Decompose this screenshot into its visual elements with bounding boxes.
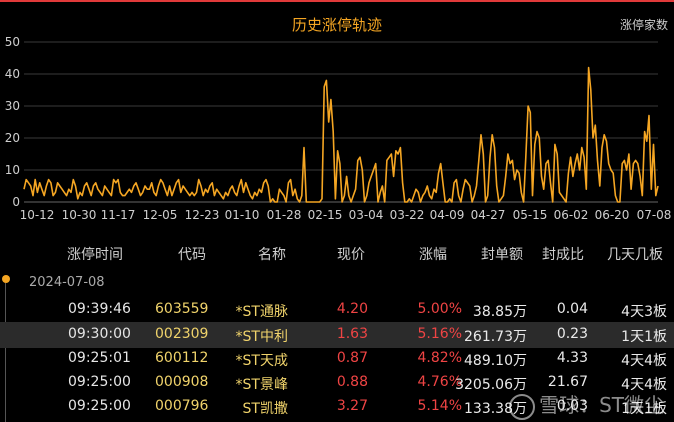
top-accent-line xyxy=(0,0,674,2)
cell-change: 5.16% xyxy=(417,326,462,342)
cell-seal-amount: 489.10万 xyxy=(464,353,527,369)
cell-price: 3.27 xyxy=(336,398,368,414)
cell-days-boards: 4天4板 xyxy=(621,377,667,393)
cell-days-boards: 1天1板 xyxy=(621,329,667,345)
cell-seal-ratio: 0.04 xyxy=(556,301,588,317)
y-tick-label: 10 xyxy=(5,163,20,177)
cell-seal-amount: 38.85万 xyxy=(472,304,527,320)
timeline-line xyxy=(5,283,6,422)
cell-change: 4.82% xyxy=(417,350,462,366)
watermark-text: 雪球：ST微尘 xyxy=(539,393,664,417)
cell-change: 4.76% xyxy=(417,374,462,390)
table-row[interactable]: 09:39:46 603559 *ST通脉 4.20 5.00% 38.85万 … xyxy=(0,297,674,323)
table-row[interactable]: 09:25:01 600112 *ST天成 0.87 4.82% 489.10万… xyxy=(0,346,674,372)
cell-time: 09:25:01 xyxy=(68,350,131,366)
cell-code: 000796 xyxy=(155,398,209,414)
cell-time: 09:25:00 xyxy=(68,398,131,414)
cell-days-boards: 4天3板 xyxy=(621,304,667,320)
chart-title: 历史涨停轨迹 xyxy=(291,16,382,34)
x-tick-label: 12-23 xyxy=(185,208,220,222)
cell-code: 600112 xyxy=(155,350,209,366)
y-tick-label: 50 xyxy=(5,35,20,49)
cell-seal-amount: 3205.06万 xyxy=(455,377,527,393)
cell-seal-ratio: 21.67 xyxy=(547,374,588,390)
cell-seal-ratio: 0.23 xyxy=(556,326,588,342)
x-tick-label: 04-27 xyxy=(471,208,506,222)
x-tick-label: 07-08 xyxy=(637,208,672,222)
cell-change: 5.14% xyxy=(417,398,462,414)
x-tick-label: 05-15 xyxy=(513,208,548,222)
y-tick-label: 30 xyxy=(5,99,20,113)
col-header-time[interactable]: 涨停时间 xyxy=(67,247,123,263)
cell-name: ST凯撒 xyxy=(242,401,288,417)
col-header-change[interactable]: 涨幅 xyxy=(419,247,447,263)
col-header-code[interactable]: 代码 xyxy=(178,247,206,263)
cell-code: 000908 xyxy=(155,374,209,390)
x-tick-label: 11-17 xyxy=(101,208,136,222)
x-tick-label: 03-22 xyxy=(390,208,425,222)
timeline-dot xyxy=(2,275,10,283)
cell-price: 4.20 xyxy=(336,301,368,317)
cell-name: *ST通脉 xyxy=(235,304,288,320)
cell-days-boards: 1天1板 xyxy=(621,401,667,417)
x-tick-label: 06-02 xyxy=(554,208,589,222)
snowball-logo-icon xyxy=(509,393,536,420)
watermark: 雪球：ST微尘 xyxy=(509,389,664,420)
x-tick-label: 02-15 xyxy=(308,208,343,222)
y-tick-label: 40 xyxy=(5,67,20,81)
cell-time: 09:39:46 xyxy=(68,301,131,317)
x-tick-label: 01-10 xyxy=(225,208,260,222)
x-tick-label: 10-30 xyxy=(62,208,97,222)
limit-up-history-chart: 0 10 20 30 40 50 10-12 10-30 11-17 12-05 12-23 01-1… xyxy=(5,35,672,222)
col-header-seal-ratio[interactable]: 封成比 xyxy=(542,247,584,263)
cell-time: 09:30:00 xyxy=(68,326,131,342)
y-tick-label: 0 xyxy=(12,195,20,209)
x-tick-label: 10-12 xyxy=(20,208,55,222)
x-tick-label: 03-04 xyxy=(349,208,384,222)
cell-name: *ST天成 xyxy=(235,353,288,369)
cell-name: *ST景峰 xyxy=(235,377,288,393)
cell-seal-amount: 261.73万 xyxy=(464,329,527,345)
table-row[interactable]: 09:30:00 002309 *ST中利 1.63 5.16% 261.73万… xyxy=(0,322,674,348)
group-date: 2024-07-08 xyxy=(29,275,105,290)
cell-seal-ratio: 4.33 xyxy=(556,350,588,366)
cell-time: 09:25:00 xyxy=(68,374,131,390)
cell-price: 0.87 xyxy=(336,350,368,366)
x-tick-label: 12-05 xyxy=(143,208,178,222)
col-header-seal-amount[interactable]: 封单额 xyxy=(481,247,523,263)
cell-name: *ST中利 xyxy=(235,329,288,345)
x-tick-label: 06-20 xyxy=(595,208,630,222)
cell-code: 002309 xyxy=(155,326,209,342)
table-row[interactable]: 09:25:00 000908 *ST景峰 0.88 4.76% 3205.06… xyxy=(0,370,674,396)
col-header-name[interactable]: 名称 xyxy=(258,247,286,263)
cell-code: 603559 xyxy=(155,301,209,317)
y-tick-label: 20 xyxy=(5,131,20,145)
limit-up-count-line xyxy=(23,66,659,203)
col-header-price[interactable]: 现价 xyxy=(337,247,365,263)
chart-legend: 涨停家数 xyxy=(619,18,668,32)
cell-price: 0.88 xyxy=(336,374,368,390)
cell-seal-ratio: 0.03 xyxy=(556,398,588,414)
col-header-days-boards[interactable]: 几天几板 xyxy=(607,247,663,263)
x-tick-label: 01-28 xyxy=(267,208,302,222)
x-tick-label: 04-09 xyxy=(430,208,465,222)
cell-price: 1.63 xyxy=(336,326,368,342)
cell-days-boards: 4天4板 xyxy=(621,353,667,369)
cell-change: 5.00% xyxy=(417,301,462,317)
